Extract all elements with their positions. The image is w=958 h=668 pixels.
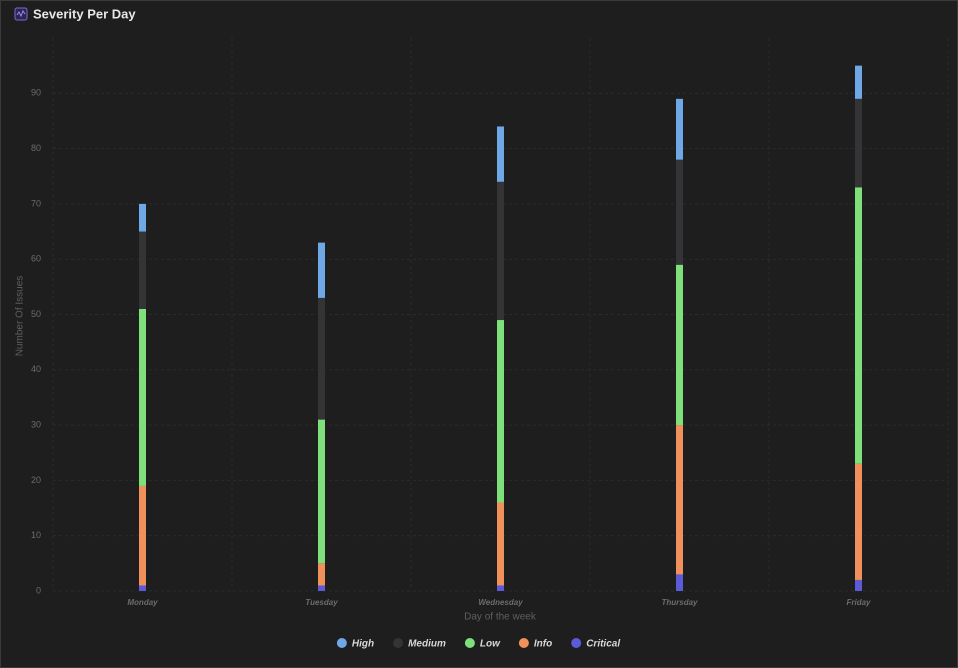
y-tick-label: 80: [31, 143, 41, 153]
y-tick-label: 40: [31, 364, 41, 374]
y-axis-title: Number Of Issues: [15, 276, 26, 357]
x-axis-title: Day of the week: [464, 612, 537, 623]
legend-swatch: [571, 638, 582, 648]
legend-swatch: [464, 638, 475, 648]
bar-segment: [855, 187, 862, 464]
legend-swatch: [518, 638, 529, 648]
bar-segment: [676, 159, 683, 265]
bar-segment: [139, 585, 146, 591]
legend-swatch: [393, 638, 404, 648]
bar-segment: [676, 98, 683, 160]
y-tick-label: 70: [31, 198, 41, 208]
x-tick-label: Monday: [127, 598, 158, 607]
x-tick-label: Tuesday: [305, 598, 338, 607]
bar-segment: [855, 98, 862, 188]
y-tick-label: 90: [31, 88, 41, 98]
bar-segment: [855, 463, 862, 580]
bar-segment: [318, 297, 325, 420]
bar-segment: [497, 181, 504, 321]
bar-segment: [497, 126, 504, 182]
legend-swatch: [336, 638, 347, 648]
chart-icon-line: [16, 9, 26, 18]
bar-segment: [855, 65, 862, 99]
bar-segment: [676, 425, 683, 575]
x-tick-label: Wednesday: [478, 598, 523, 607]
bar-segment: [676, 264, 683, 426]
x-tick-label: Thursday: [661, 598, 698, 607]
x-tick-label: Friday: [846, 598, 871, 607]
bar-segment: [497, 502, 504, 586]
bar-segment: [318, 585, 325, 591]
legend-label: Info: [534, 639, 552, 650]
y-tick-label: 30: [31, 419, 41, 429]
bar-segment: [139, 308, 146, 486]
y-tick-label: 20: [31, 475, 41, 485]
bar-segment: [676, 574, 683, 591]
bar-segment: [497, 320, 504, 503]
y-tick-label: 0: [36, 585, 41, 595]
chart-icon: [14, 7, 28, 21]
bar-segment: [318, 242, 325, 298]
legend-label: High: [352, 639, 374, 650]
chart-title: Severity Per Day: [33, 6, 136, 21]
bar-segment: [855, 579, 862, 591]
bar-segment: [139, 203, 146, 232]
legend-label: Low: [480, 639, 501, 650]
y-tick-label: 60: [31, 254, 41, 264]
legend-label: Medium: [408, 639, 446, 650]
y-tick-label: 10: [31, 530, 41, 540]
bar-segment: [318, 563, 325, 586]
bar-segment: [497, 585, 504, 591]
bar-segment: [139, 231, 146, 309]
bar-segment: [318, 419, 325, 564]
legend-label: Critical: [586, 639, 620, 650]
y-tick-label: 50: [31, 309, 41, 319]
bar-segment: [139, 485, 146, 586]
